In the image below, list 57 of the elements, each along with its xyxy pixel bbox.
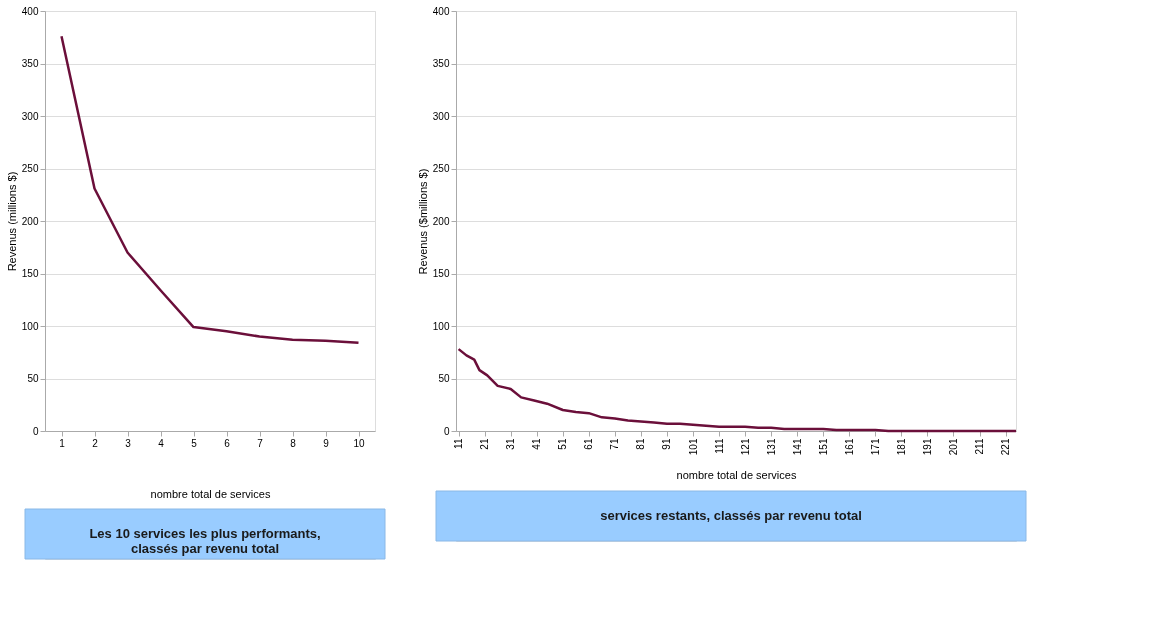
x-tick-label: 51 (557, 438, 569, 450)
x-tick-label: 151 (817, 438, 829, 456)
x-tick-label: 131 (765, 438, 777, 456)
x-tick-label: 8 (290, 437, 297, 449)
x-tick-label: 4 (158, 437, 165, 449)
x-tick-label: 201 (947, 438, 959, 456)
y-tick-label: 400 (21, 5, 39, 17)
x-tick-label: 1 (59, 437, 66, 449)
y-tick-label: 200 (21, 215, 39, 227)
x-tick-label: 161 (843, 438, 855, 456)
x-tick-label: 91 (661, 438, 673, 450)
x-tick-label: 101 (687, 438, 699, 456)
x-axis-title: nombre total de services (676, 469, 797, 482)
y-tick-label: 0 (443, 425, 450, 437)
x-axis-title: nombre total de services (150, 487, 271, 500)
y-tick-label: 150 (21, 268, 39, 279)
y-tick-label: 350 (21, 58, 39, 69)
y-tick-label: 250 (21, 163, 39, 174)
y-tick-label: 0 (32, 425, 39, 437)
x-tick-label: 5 (191, 437, 198, 449)
x-tick-label: 191 (921, 438, 933, 456)
y-tick-label: 100 (21, 320, 39, 332)
y-axis-title: Revenus (millions $) (5, 171, 18, 272)
y-tick-label: 400 (432, 5, 450, 17)
x-tick-label: 111 (713, 438, 725, 454)
x-tick-label: 3 (125, 437, 132, 449)
y-tick-label: 250 (432, 163, 450, 174)
x-tick-label: 41 (531, 438, 543, 450)
x-tick-label: 21 (479, 438, 491, 450)
y-tick-label: 150 (432, 268, 450, 279)
x-tick-label: 171 (869, 438, 881, 456)
y-tick-label: 50 (438, 373, 450, 384)
x-tick-label: 211 (974, 438, 986, 455)
x-tick-label: 141 (791, 438, 803, 456)
y-tick-label: 50 (27, 373, 39, 384)
x-tick-label: 7 (257, 437, 264, 449)
text: Les 10 services les plus performants, classés par revenu total (89, 526, 321, 556)
x-tick-label: 181 (895, 438, 907, 456)
y-tick-label: 100 (432, 320, 450, 332)
x-tick-label: 121 (739, 438, 751, 456)
y-axis-title: Revenus ($millions $) (416, 168, 429, 275)
line-series (60, 34, 360, 345)
y-tick-label: 300 (21, 110, 39, 122)
x-tick-label: 9 (323, 437, 330, 449)
x-tick-label: 61 (583, 438, 595, 450)
text: services restants, classés par revenu total (600, 508, 862, 523)
x-tick-label: 2 (92, 437, 99, 449)
x-tick-label: 6 (224, 437, 231, 449)
x-tick-label: 11 (453, 438, 465, 449)
x-tick-label: 81 (635, 438, 647, 450)
x-tick-label: 10 (353, 437, 365, 449)
x-tick-label: 71 (609, 438, 621, 450)
x-tick-label: 221 (1000, 438, 1012, 456)
y-tick-label: 200 (432, 215, 450, 227)
y-tick-label: 300 (432, 110, 450, 122)
x-tick-label: 31 (505, 438, 517, 450)
y-tick-label: 350 (432, 58, 450, 69)
